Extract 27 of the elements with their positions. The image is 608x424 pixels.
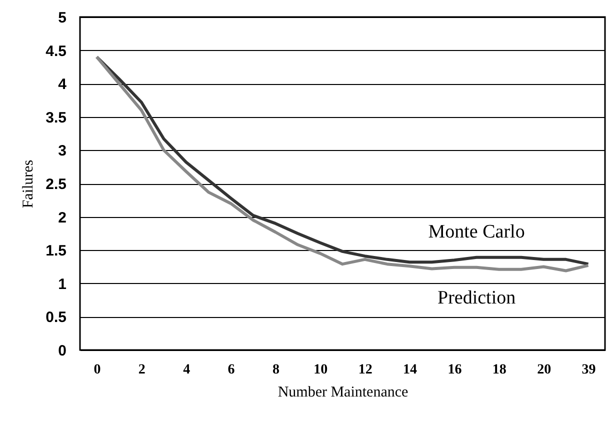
x-tick-label: 20 — [537, 362, 552, 378]
x-tick-label: 18 — [492, 362, 506, 378]
y-tick-label: 1 — [58, 276, 66, 293]
y-tick-label: 3 — [58, 142, 66, 160]
series-label: Monte Carlo — [428, 221, 525, 242]
y-tick-label: 3.5 — [46, 109, 66, 126]
x-tick-label: 10 — [314, 362, 328, 378]
y-tick-label: 2.5 — [46, 176, 66, 193]
x-tick-label: 0 — [94, 362, 101, 378]
x-tick-label: 12 — [358, 362, 372, 378]
x-tick-label: 4 — [183, 362, 190, 378]
y-tick-label: 0.5 — [46, 309, 66, 326]
y-tick-label: 5 — [58, 10, 66, 26]
y-tick-label: 4.5 — [46, 42, 66, 60]
y-tick-label: 0 — [58, 342, 66, 360]
x-tick-label: 14 — [403, 362, 418, 378]
y-tick-label: 1.5 — [46, 242, 66, 260]
x-tick-label: 39 — [582, 362, 596, 378]
series-label: Prediction — [437, 287, 516, 308]
y-axis-title: Failures — [20, 160, 37, 208]
x-tick-label: 2 — [138, 362, 146, 378]
y-tick-label: 2 — [58, 209, 66, 226]
y-tick-label: 4 — [58, 76, 68, 94]
x-tick-label: 8 — [272, 362, 280, 378]
x-axis-title: Number Maintenance — [278, 384, 409, 400]
x-tick-label: 6 — [228, 362, 235, 378]
x-tick-label: 16 — [448, 362, 462, 378]
